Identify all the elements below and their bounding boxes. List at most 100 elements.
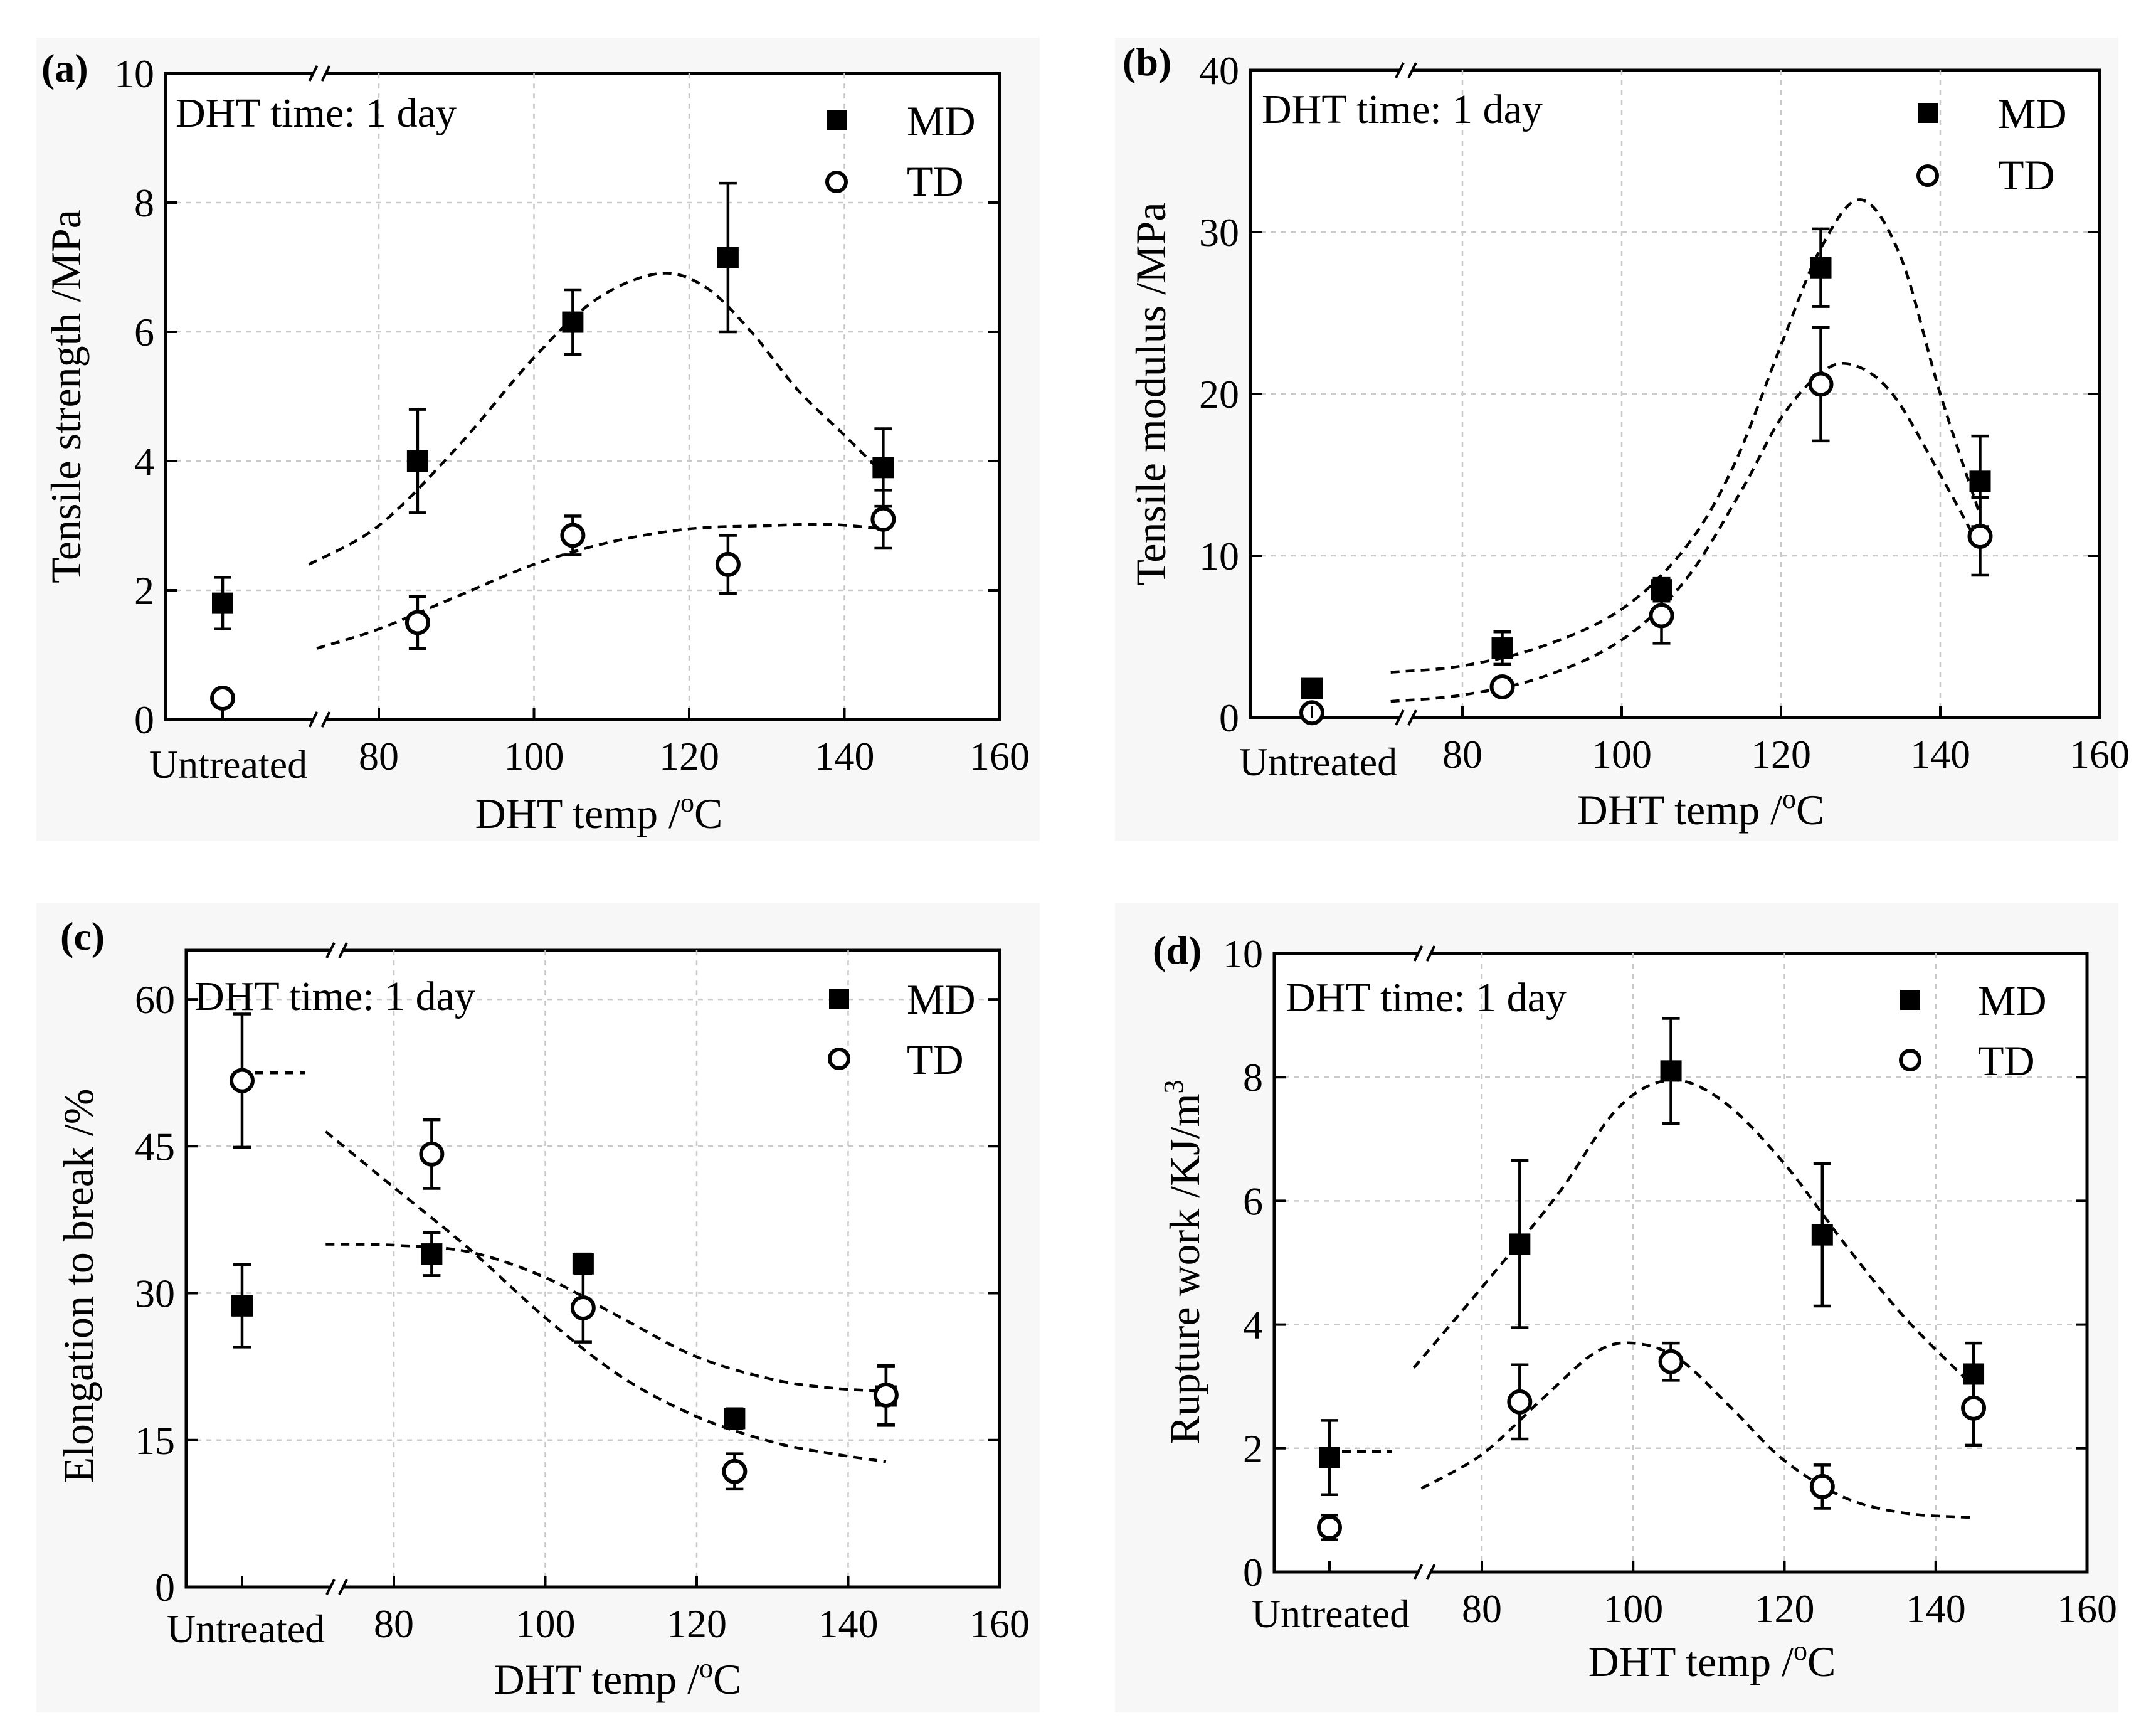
axis-break-mark (325, 1579, 336, 1595)
point-md (406, 450, 428, 472)
point-td (404, 610, 430, 635)
point-md (421, 1243, 443, 1265)
axis-break-mark (1425, 1564, 1436, 1580)
point-md-untreated (231, 1295, 253, 1317)
axis-break-mark (1407, 709, 1417, 726)
untreated-tick-label: Untreated (167, 1606, 325, 1651)
axis-break-mark (338, 1579, 348, 1595)
axis-break-mark (1407, 62, 1417, 78)
y-tick-label: 6 (1243, 1179, 1263, 1223)
panel-label: (a) (41, 46, 88, 90)
y-tick-label: 8 (134, 181, 154, 225)
legend-td-label: TD (1978, 1037, 2035, 1085)
legend-td-marker (1916, 164, 1939, 187)
legend-td-marker (825, 171, 848, 193)
point-td (1961, 1395, 1987, 1421)
fit-curve-td (324, 1130, 887, 1463)
point-md (1810, 257, 1832, 279)
point-td (1967, 524, 1993, 549)
y-tick-label: 8 (1243, 1055, 1263, 1100)
axis-break-mark (325, 942, 336, 958)
plot-frame (1272, 952, 2089, 1574)
axis-break-mark (308, 711, 319, 728)
x-tick-label: 160 (970, 734, 1030, 778)
legend: MD TD (828, 975, 976, 1083)
y-tick-label: 6 (134, 310, 154, 354)
point-td (1658, 1349, 1684, 1374)
x-axis-label: DHT temp /oC (494, 1653, 742, 1703)
point-md (572, 1253, 594, 1275)
x-tick-label: 160 (2057, 1586, 2117, 1631)
fit-curve-td (316, 523, 884, 650)
legend: MD TD (1916, 90, 2067, 199)
point-td-untreated (210, 686, 235, 711)
point-md-untreated (212, 592, 233, 614)
point-td-untreated (1317, 1515, 1342, 1541)
axis-break-mark (1395, 709, 1405, 726)
x-tick-label: 160 (970, 1601, 1030, 1646)
point-td (1649, 603, 1674, 629)
x-tick-label: 100 (515, 1601, 576, 1646)
point-md (562, 311, 584, 333)
point-md (1811, 1224, 1833, 1246)
axis-break-mark (338, 942, 348, 958)
point-md (724, 1408, 746, 1430)
info-text: DHT time: 1 day (1262, 87, 1543, 132)
axis-break-mark (320, 65, 331, 82)
point-td (419, 1141, 445, 1167)
legend-td-label: TD (907, 1036, 964, 1083)
axis-break-mark (320, 711, 331, 728)
plot-frame (164, 72, 1001, 721)
panel-label: (b) (1123, 40, 1171, 84)
y-tick-label: 0 (155, 1565, 175, 1610)
panel-label: (d) (1153, 928, 1202, 972)
x-tick-label: 100 (1592, 732, 1652, 777)
legend-md-marker (1900, 990, 1920, 1010)
point-td (570, 1295, 596, 1320)
axis-break-mark (1413, 945, 1424, 962)
point-td (873, 1382, 899, 1408)
x-tick-label: 140 (1906, 1586, 1966, 1631)
y-axis-label: Elongation to break /% (55, 1089, 102, 1484)
point-md (717, 247, 739, 268)
point-md (1509, 1233, 1531, 1255)
info-text: DHT time: 1 day (176, 90, 457, 136)
info-text: DHT time: 1 day (1286, 975, 1567, 1021)
axis-break-mark (1413, 1564, 1424, 1580)
x-tick-label: 140 (815, 734, 875, 778)
untreated-tick-label: Untreated (1239, 740, 1397, 784)
legend-td-label: TD (907, 157, 964, 205)
point-md-untreated (1301, 677, 1323, 699)
x-axis-label: DHT temp /oC (1577, 783, 1825, 834)
x-tick-label: 120 (667, 1601, 727, 1646)
y-tick-label: 0 (1219, 696, 1239, 740)
y-tick-label: 4 (134, 439, 154, 484)
x-tick-label: 80 (1442, 732, 1482, 777)
x-axis-label: DHT temp /oC (1588, 1635, 1836, 1685)
y-tick-label: 0 (1243, 1550, 1263, 1595)
legend-td-label: TD (1998, 151, 2055, 199)
legend: MD TD (1899, 977, 2047, 1085)
point-td (870, 506, 896, 532)
y-tick-label: 45 (135, 1124, 175, 1169)
x-tick-label: 80 (1462, 1586, 1502, 1631)
untreated-tick-label: Untreated (1252, 1591, 1410, 1636)
panel-a-tensile-strength: 0 2 4 6 8 10 80 100 120 140 160 (a) DHT time: 1 d… (36, 38, 1040, 841)
fit-curve-md (1390, 198, 1982, 674)
legend-md-label: MD (1998, 90, 2067, 137)
x-tick-label: 160 (2069, 732, 2130, 777)
legend-md-marker (827, 110, 847, 130)
axis-break-mark (308, 65, 319, 82)
point-td-untreated (230, 1068, 255, 1093)
x-tick-label: 80 (374, 1601, 414, 1646)
y-tick-label: 2 (134, 568, 154, 613)
panel-b-tensile-modulus: 0 10 20 30 40 80 100 120 140 160 (b) DHT time: 1… (1115, 38, 2130, 841)
y-tick-label: 40 (1199, 48, 1239, 93)
point-td (1489, 674, 1515, 699)
point-md (1969, 470, 1991, 492)
info-text: DHT time: 1 day (194, 974, 475, 1019)
x-tick-label: 120 (1755, 1586, 1815, 1631)
x-tick-label: 100 (1603, 1586, 1663, 1631)
axis-break-mark (1395, 62, 1405, 78)
